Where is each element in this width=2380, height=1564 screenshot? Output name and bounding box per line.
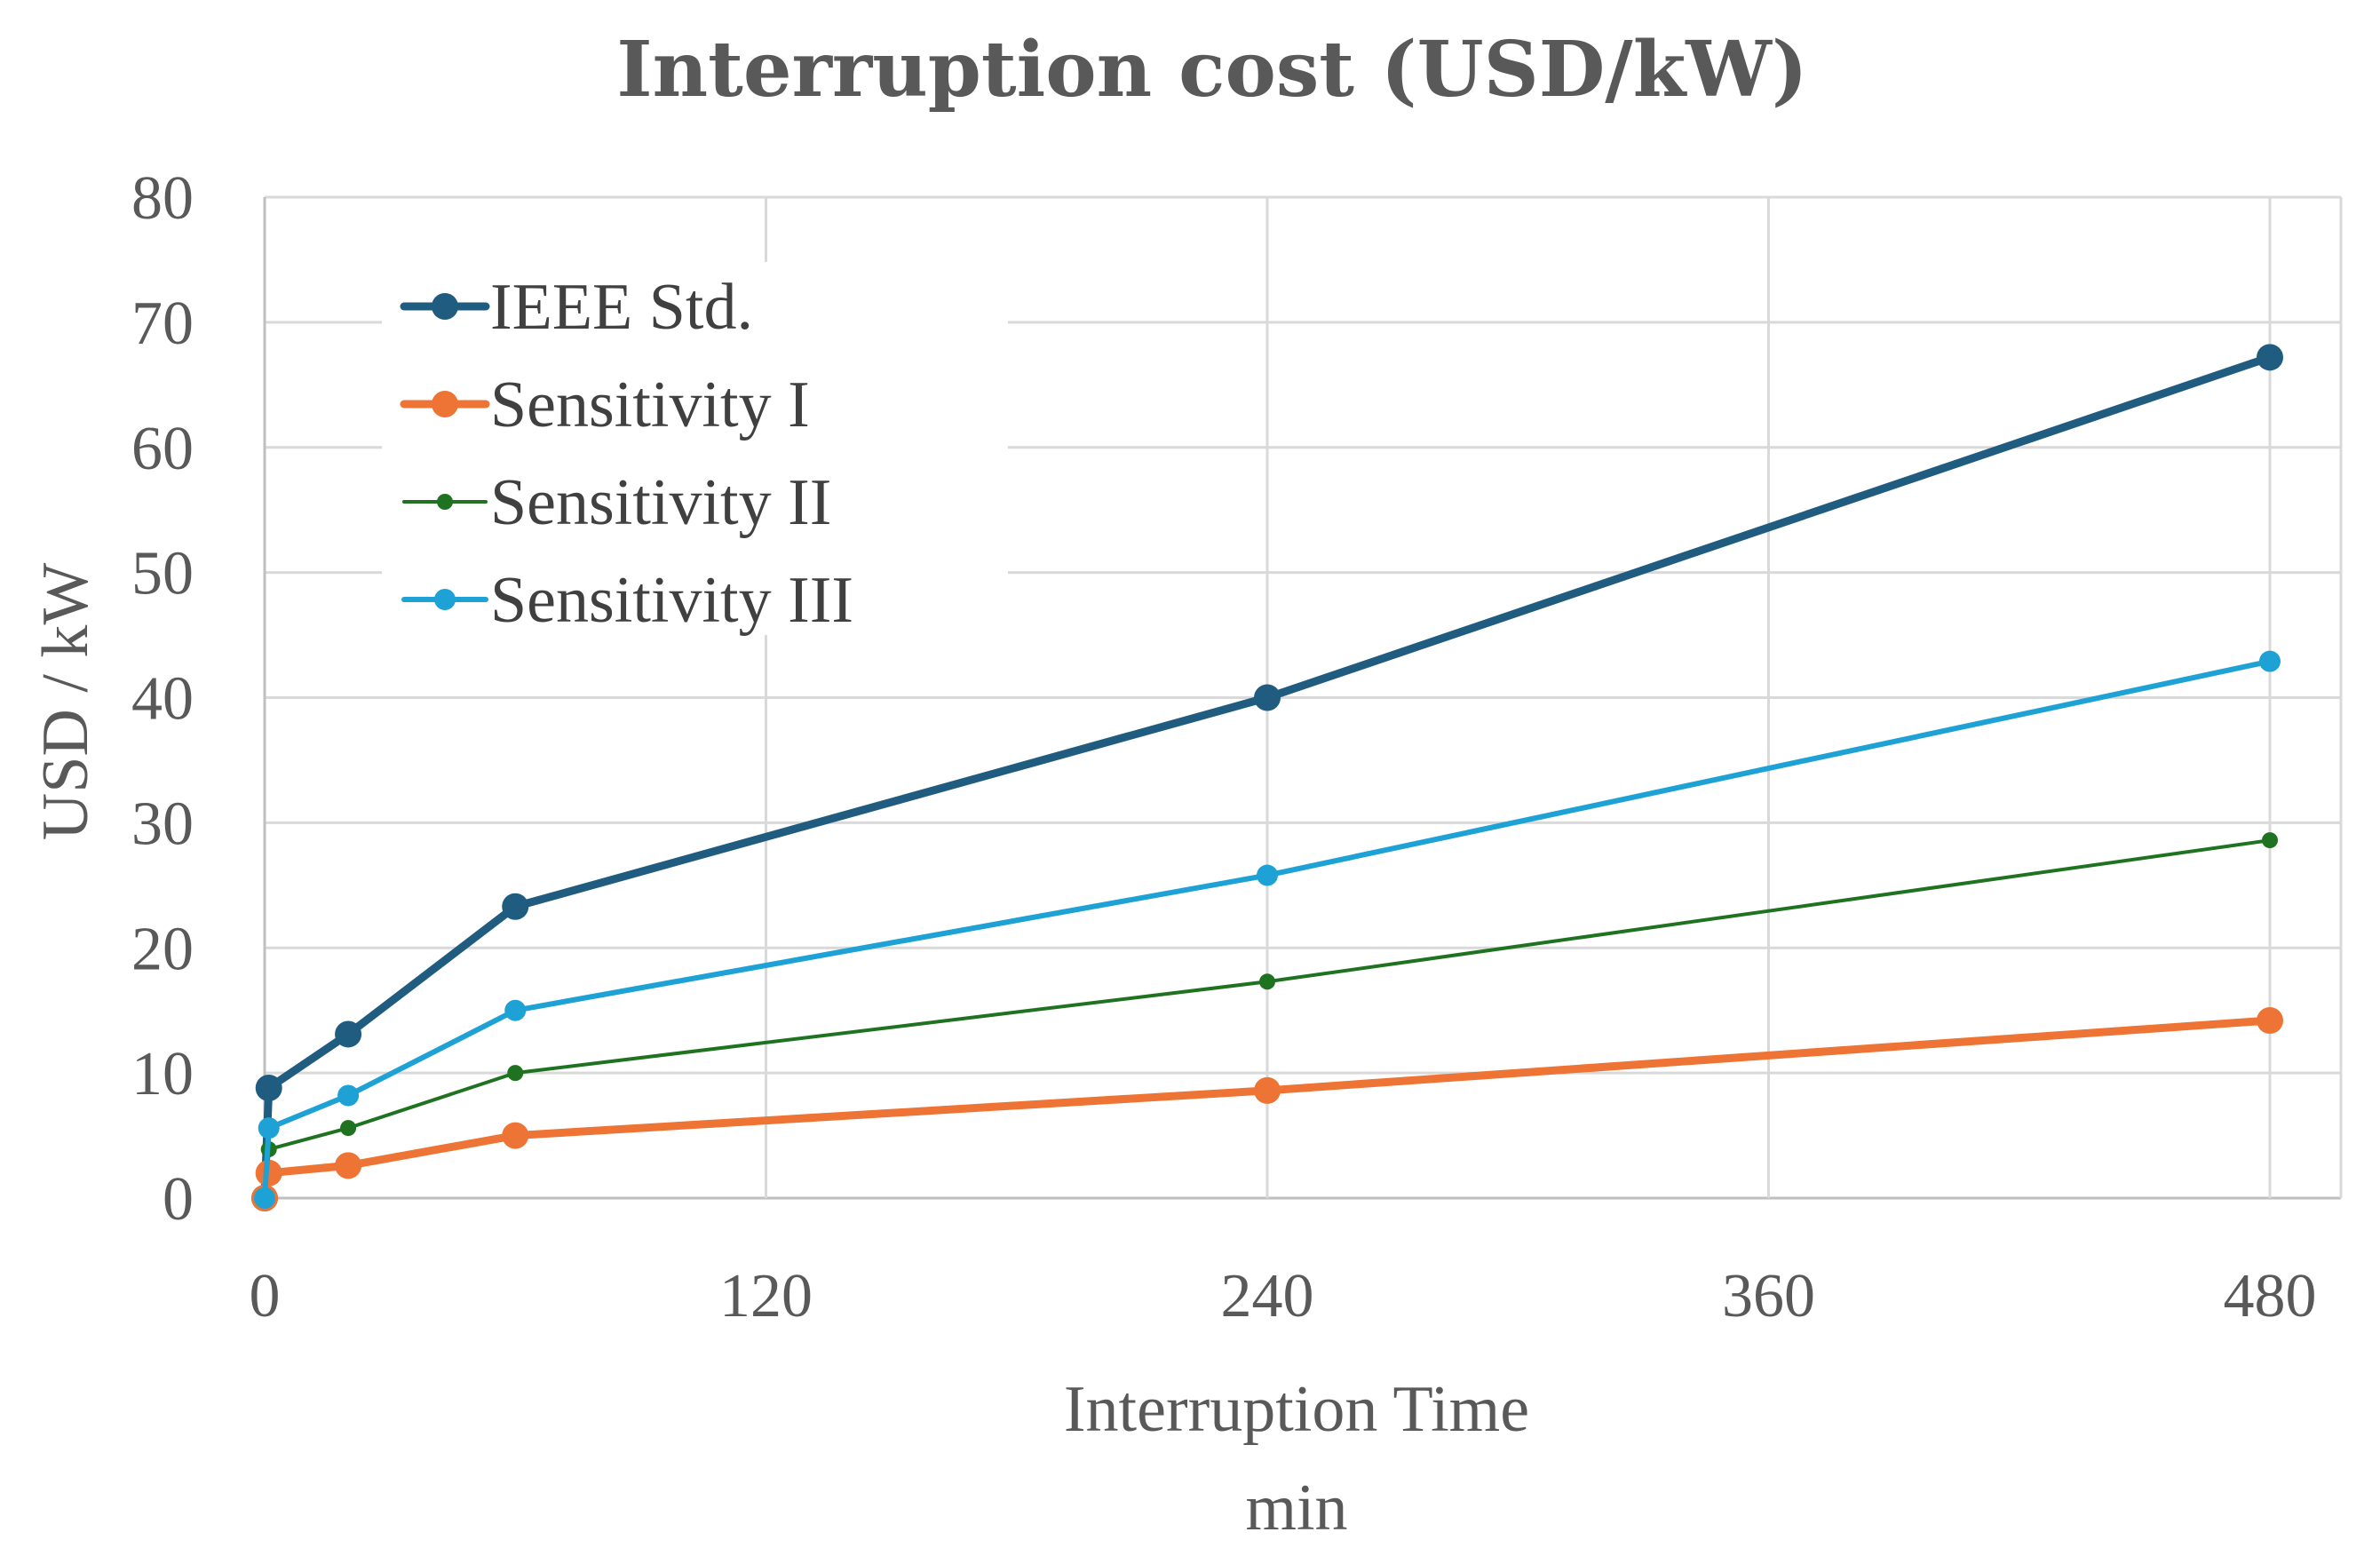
data-point: [254, 1187, 275, 1209]
x-tick-label: 480: [2224, 1262, 2317, 1330]
data-point: [258, 1117, 280, 1139]
legend-label: Sensitivity I: [490, 369, 810, 441]
y-tick-label: 80: [131, 164, 194, 233]
data-point: [1254, 1076, 1281, 1104]
x-tick-label: 120: [719, 1262, 813, 1330]
legend-marker: [434, 589, 456, 610]
x-tick-label: 240: [1221, 1262, 1314, 1330]
legend-marker: [432, 391, 458, 417]
data-point: [337, 1084, 360, 1107]
series-4: [254, 650, 2281, 1209]
x-tick-label: 360: [1722, 1262, 1815, 1330]
chart-title: Interruption cost (USD/kW): [616, 25, 1807, 115]
y-axis-label: USD / kW: [29, 563, 102, 841]
legend-background: [382, 262, 1008, 635]
data-point: [1257, 864, 1278, 886]
y-tick-labels: 0 10 20 30 40 50 60 70 80: [131, 164, 194, 1234]
x-tick-label: 0: [250, 1262, 281, 1330]
legend-label: Sensitivity II: [490, 466, 831, 539]
x-axis-label: Interruption Time: [1064, 1373, 1529, 1446]
data-point: [255, 1159, 282, 1187]
data-point: [502, 893, 529, 920]
data-point: [504, 999, 527, 1021]
data-point: [340, 1120, 357, 1137]
y-tick-label: 20: [131, 915, 194, 983]
data-point: [1254, 684, 1281, 711]
legend: IEEE Std. Sensitivity I Sensitivity II Sens…: [382, 262, 1008, 637]
y-tick-label: 0: [163, 1165, 194, 1234]
y-tick-label: 60: [131, 415, 194, 483]
y-tick-label: 10: [131, 1040, 194, 1108]
data-point: [2257, 1006, 2283, 1034]
data-point: [335, 1020, 362, 1048]
data-point: [2257, 344, 2283, 371]
y-tick-label: 50: [131, 540, 194, 608]
data-point: [2259, 650, 2281, 672]
y-tick-label: 30: [131, 790, 194, 858]
x-axis-unit: min: [1245, 1472, 1347, 1544]
series-line: [260, 353, 2274, 1203]
data-point: [502, 1122, 529, 1149]
data-point: [255, 1075, 282, 1102]
y-tick-label: 40: [131, 665, 194, 734]
data-point: [335, 1152, 362, 1179]
legend-label: IEEE Std.: [490, 271, 753, 344]
x-tick-labels: 0 120 240 360 480: [250, 1262, 2317, 1330]
data-point: [1259, 973, 1275, 990]
legend-label: Sensitivity III: [490, 564, 853, 637]
series-lines: [251, 344, 2283, 1211]
legend-marker: [432, 293, 458, 320]
series-line: [262, 658, 2273, 1201]
data-point: [507, 1065, 524, 1082]
legend-marker: [437, 494, 453, 510]
data-point: [2262, 832, 2278, 849]
y-tick-label: 70: [131, 290, 194, 358]
